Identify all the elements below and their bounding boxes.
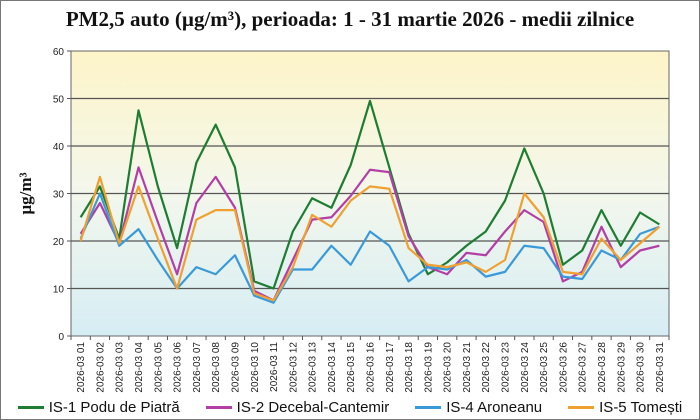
x-tick-label: 2026-03 27 <box>578 342 589 393</box>
x-tick-label: 2026-03 15 <box>346 342 357 393</box>
x-tick-label: 2026-03 24 <box>520 342 531 393</box>
legend-item: IS-5 Tomești <box>568 399 682 416</box>
legend-swatch <box>17 406 44 409</box>
legend-label: IS-5 Tomești <box>599 399 683 416</box>
x-tick-label: 2026-03 14 <box>327 342 338 393</box>
x-tick-label: 2026-03 13 <box>308 342 319 393</box>
x-tick-label: 2026-03 19 <box>423 342 434 393</box>
x-tick-label: 2026-03 08 <box>211 342 222 393</box>
y-tick-label: 60 <box>53 47 65 58</box>
x-tick-label: 2026-03 02 <box>95 342 106 393</box>
legend-swatch <box>205 406 232 409</box>
legend-swatch <box>568 406 595 409</box>
x-tick-label: 2026-03 04 <box>134 342 145 393</box>
x-tick-label: 2026-03 05 <box>153 342 164 393</box>
y-tick-label: 20 <box>53 237 65 248</box>
x-tick-label: 2026-03 23 <box>501 342 512 393</box>
x-tick-label: 2026-03 11 <box>269 342 280 392</box>
x-tick-label: 2026-03 29 <box>616 342 627 393</box>
x-tick-label: 2026-03 09 <box>230 342 241 393</box>
legend-item: IS-4 Aroneanu <box>415 399 542 416</box>
legend-swatch <box>415 406 442 409</box>
x-tick-label: 2026-03 12 <box>288 342 299 393</box>
y-tick-label: 0 <box>58 332 64 343</box>
x-tick-label: 2026-03 30 <box>636 342 647 393</box>
legend-label: IS-1 Podu de Piatră <box>48 399 180 416</box>
legend: IS-1 Podu de Piatră IS-2 Decebal-Cantemir… <box>1 399 699 416</box>
x-tick-label: 2026-03 10 <box>250 342 261 393</box>
x-tick-label: 2026-03 21 <box>462 342 473 393</box>
y-axis-label: µg/m³ <box>16 172 35 214</box>
y-tick-label: 10 <box>53 285 65 296</box>
x-tick-label: 2026-03 07 <box>192 342 203 393</box>
x-tick-label: 2026-03 01 <box>76 342 87 393</box>
x-tick-label: 2026-03 17 <box>385 342 396 393</box>
x-tick-label: 2026-03 06 <box>173 342 184 393</box>
x-tick-label: 2026-03 03 <box>115 342 126 393</box>
x-tick-label: 2026-03 18 <box>404 342 415 393</box>
x-tick-label: 2026-03 28 <box>597 342 608 393</box>
y-tick-label: 40 <box>53 142 65 153</box>
y-tick-label: 50 <box>53 95 65 106</box>
legend-item: IS-2 Decebal-Cantemir <box>205 399 390 416</box>
legend-item: IS-1 Podu de Piatră <box>17 399 180 416</box>
x-tick-label: 2026-03 16 <box>366 342 377 393</box>
x-tick-label: 2026-03 31 <box>655 342 666 393</box>
x-tick-label: 2026-03 20 <box>443 342 454 393</box>
legend-label: IS-4 Aroneanu <box>446 399 543 416</box>
x-tick-label: 2026-03 26 <box>558 342 569 393</box>
y-tick-label: 30 <box>53 190 65 201</box>
chart-title: PM2,5 auto (µg/m³), perioada: 1 - 31 mar… <box>65 7 635 31</box>
x-tick-label: 2026-03 22 <box>481 342 492 393</box>
x-tick-label: 2026-03 25 <box>539 342 550 393</box>
legend-label: IS-2 Decebal-Cantemir <box>236 399 390 416</box>
